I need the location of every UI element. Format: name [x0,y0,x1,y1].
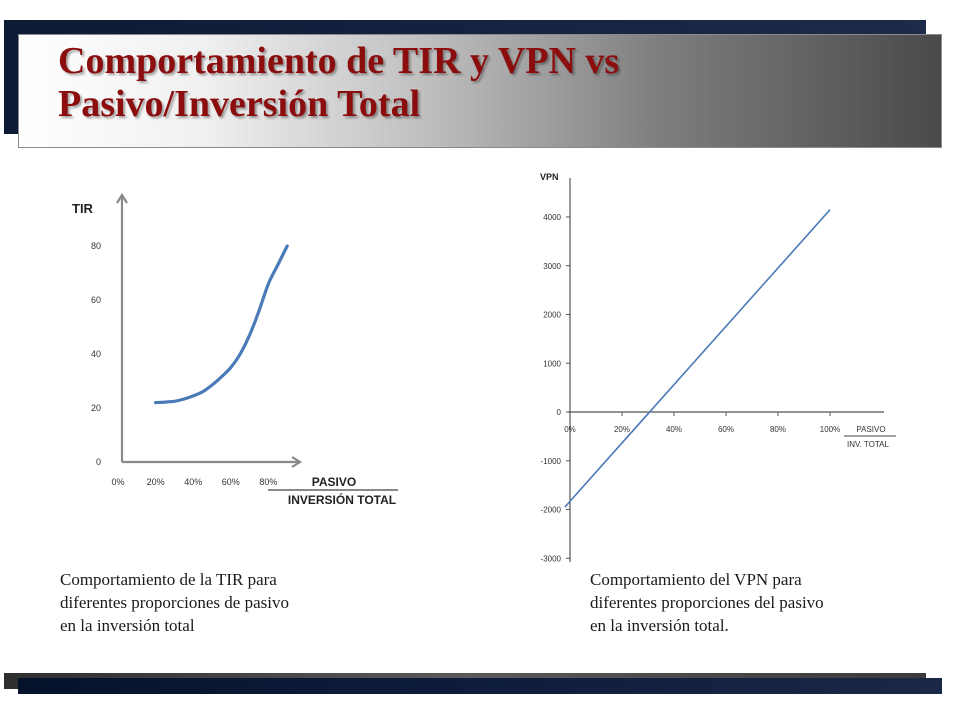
vpn-x-tick-label: 80% [770,425,786,434]
vpn-y-tick-label: 4000 [543,213,561,222]
tir-x-tick-label: 0% [111,477,124,487]
tir-y-tick-label: 80 [91,241,101,251]
tir-caption: Comportamiento de la TIR para diferentes… [60,570,289,635]
tir-y-tick-label: 40 [91,349,101,359]
vpn-y-tick-label: 0 [557,408,562,417]
vpn-y-axis-title: VPN [540,172,559,182]
vpn-y-tick-label: -2000 [541,506,562,515]
vpn-y-tick-label: -3000 [541,554,562,563]
bottom-bar-dark [18,678,942,694]
tir-x-tick-label: 20% [147,477,165,487]
vpn-x-tick-label: 100% [820,425,840,434]
vpn-y-tick-label: -1000 [541,457,562,466]
tir-y-tick-label: 20 [91,403,101,413]
vpn-x-tick-label: 60% [718,425,734,434]
tir-y-arrow [116,192,128,204]
vpn-x-label-numerator: PASIVO [856,425,885,434]
tir-x-tick-label: 80% [259,477,277,487]
tir-series-line [154,244,289,405]
vpn-y-tick-label: 1000 [543,359,561,368]
tir-x-tick-label: 40% [184,477,202,487]
vpn-series-line [564,209,831,508]
tir-x-label-numerator: PASIVO [312,475,356,489]
tir-y-axis-title: TIR [72,201,94,216]
vpn-x-label-denominator: INV. TOTAL [847,440,889,449]
page-title: Comportamiento de TIR y VPN vs Pasivo/In… [58,40,620,125]
tir-y-tick-label: 0 [96,457,101,467]
vpn-x-tick-label: 20% [614,425,630,434]
vpn-x-tick-label: 40% [666,425,682,434]
tir-y-tick-label: 60 [91,295,101,305]
vpn-caption: Comportamiento del VPN para diferentes p… [590,570,824,635]
vpn-y-tick-label: 3000 [543,262,561,271]
vpn-x-tick-label: 0% [564,425,576,434]
title-bar [18,34,942,148]
tir-x-label-denominator: INVERSIÓN TOTAL [288,492,396,507]
vpn-y-tick-label: 2000 [543,311,561,320]
tir-x-arrow [291,456,303,468]
tir-x-tick-label: 60% [222,477,240,487]
